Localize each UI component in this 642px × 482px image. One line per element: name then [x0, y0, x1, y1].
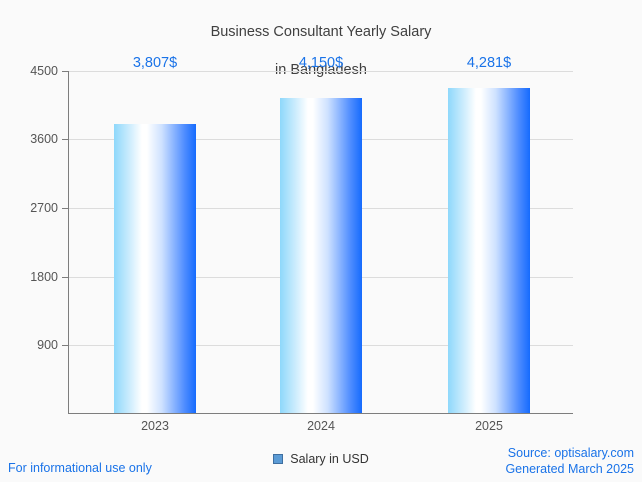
legend-item-salary-in-usd[interactable]: Salary in USD [273, 452, 369, 466]
plot-area [68, 71, 573, 413]
footer-source: Source: optisalary.com [507, 446, 634, 460]
legend-item-label: Salary in USD [290, 452, 369, 466]
chart-title: Business Consultant Yearly Salary in Ban… [0, 4, 642, 99]
bar-value-label-2025: 4,281$ [466, 55, 512, 71]
y-tick-mark-1800 [62, 277, 68, 278]
y-tick-label-3600: 3600 [30, 132, 58, 146]
y-tick-label-900: 900 [37, 338, 58, 352]
y-tick-mark-3600 [62, 139, 68, 140]
y-axis-line [68, 71, 69, 414]
x-axis-line [68, 413, 573, 414]
x-tick-label-2024: 2024 [307, 419, 335, 433]
bar-value-label-2024: 4,150$ [298, 55, 344, 71]
y-tick-label-2700: 2700 [30, 201, 58, 215]
chart-title-line-1: Business Consultant Yearly Salary [210, 24, 432, 40]
chart-legend: Salary in USD [0, 452, 642, 466]
chart-title-line-2: in Bangladesh [275, 62, 367, 78]
x-tick-label-2023: 2023 [141, 419, 169, 433]
bar-value-label-2023: 3,807$ [132, 55, 178, 71]
bar-2025[interactable] [448, 88, 530, 413]
y-tick-mark-4500 [62, 71, 68, 72]
bar-2023[interactable] [114, 124, 196, 413]
footer-attribution: Source: optisalary.com Generated March 2… [505, 446, 634, 477]
y-tick-mark-900 [62, 345, 68, 346]
gridline-4500 [68, 71, 573, 72]
legend-swatch-icon [273, 454, 284, 464]
x-tick-label-2025: 2025 [475, 419, 503, 433]
footer-generated-date: Generated March 2025 [505, 461, 634, 476]
y-tick-label-4500: 4500 [30, 64, 58, 78]
bar-2024[interactable] [280, 98, 362, 413]
y-tick-mark-2700 [62, 208, 68, 209]
footer-disclaimer: For informational use only [8, 461, 152, 475]
y-tick-label-1800: 1800 [30, 270, 58, 284]
